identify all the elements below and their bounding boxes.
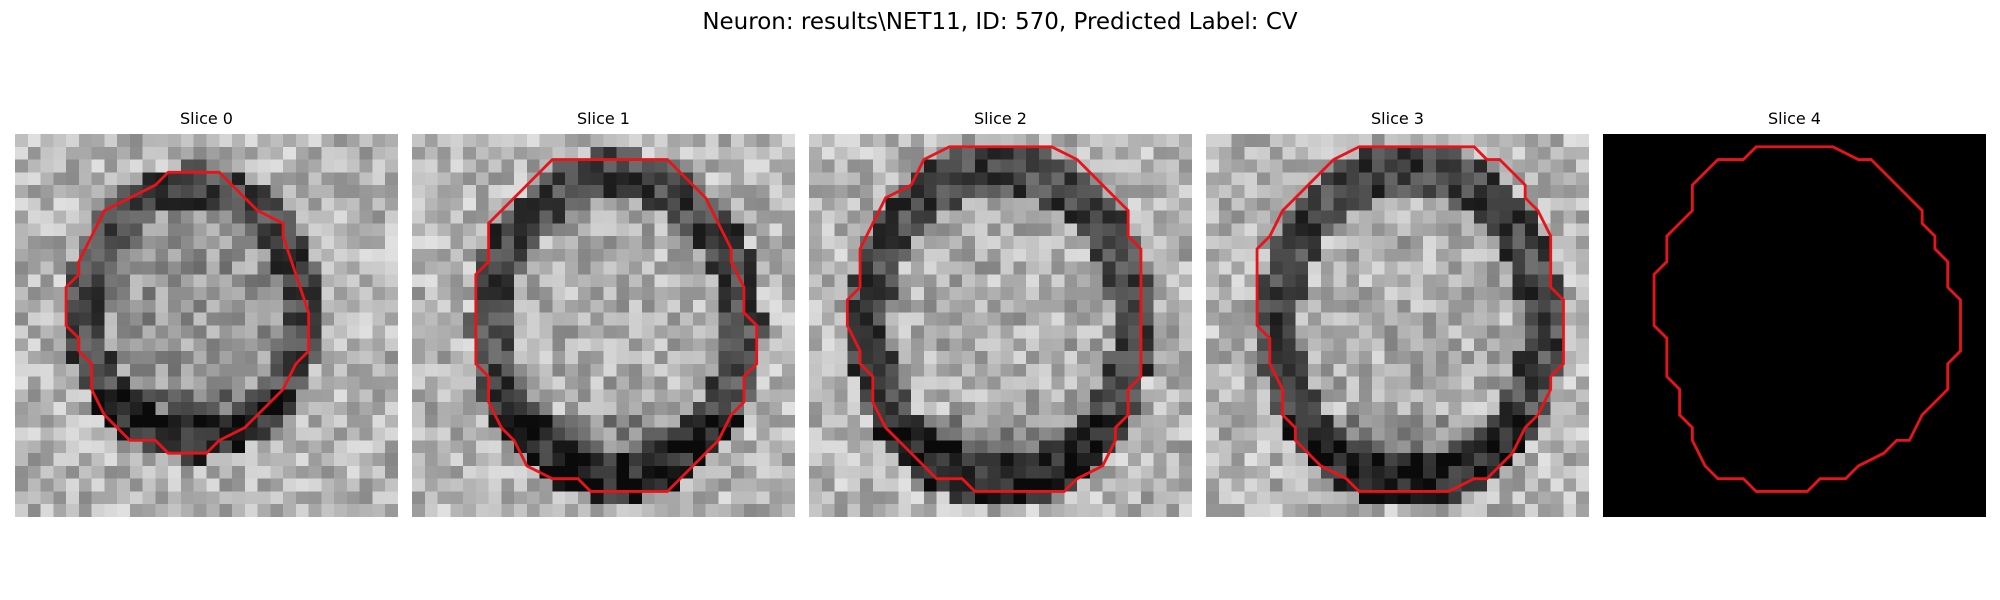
slice-title: Slice 0 [15,108,398,130]
slice-image [412,134,795,517]
slice-image [809,134,1192,517]
slice-image [1603,134,1986,517]
grayscale-pixels [1206,134,1589,517]
slice-image-svg [412,134,795,517]
slice-image [1206,134,1589,517]
slice-image-svg [1206,134,1589,517]
slice-panel-0: Slice 0 [15,108,398,517]
grayscale-pixels [809,134,1192,517]
slice-panel-4: Slice 4 [1603,108,1986,517]
slice-panel-1: Slice 1 [412,108,795,517]
slice-title: Slice 4 [1603,108,1986,130]
slice-title: Slice 2 [809,108,1192,130]
mask-background [1603,134,1986,517]
grayscale-pixels [412,134,795,517]
slice-image [15,134,398,517]
slice-panel-2: Slice 2 [809,108,1192,517]
slice-title: Slice 1 [412,108,795,130]
figure-title: Neuron: results\NET11, ID: 570, Predicte… [0,8,2000,36]
slice-panel-3: Slice 3 [1206,108,1589,517]
grayscale-pixels [15,134,398,517]
slice-image-svg [15,134,398,517]
slice-image-svg [1603,134,1986,517]
slice-title: Slice 3 [1206,108,1589,130]
slice-image-svg [809,134,1192,517]
